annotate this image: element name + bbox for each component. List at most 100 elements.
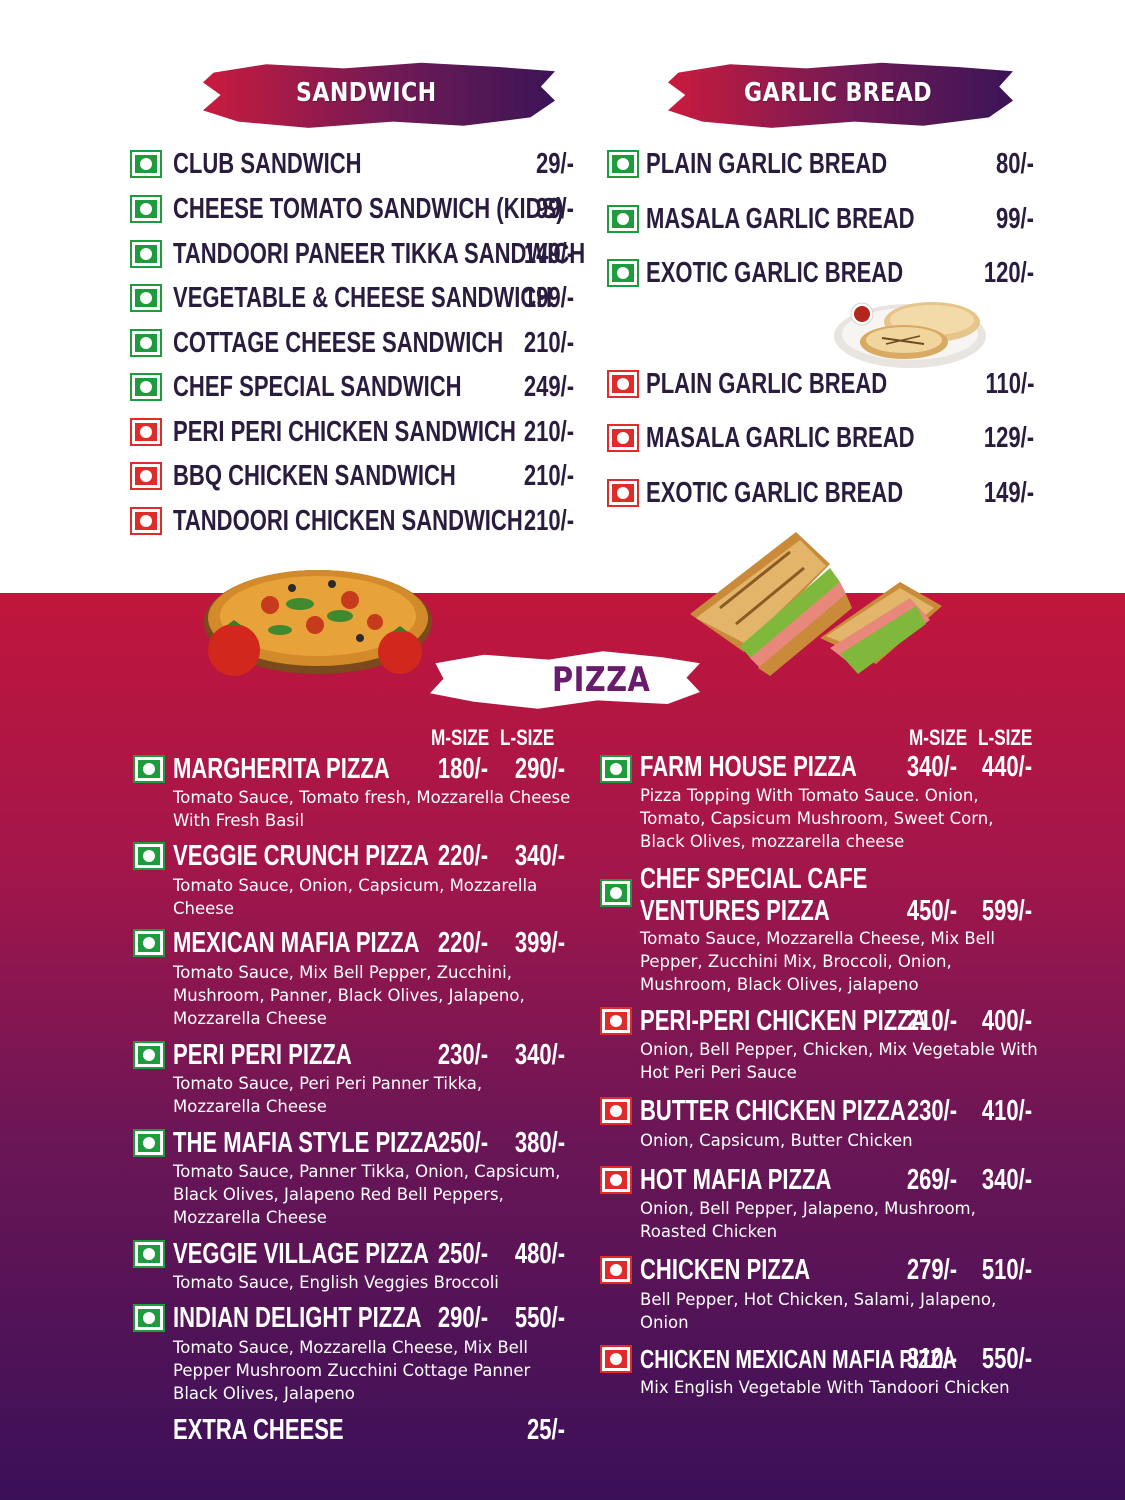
non-veg-mark-icon bbox=[600, 1166, 632, 1194]
garlic-bread-item-price: 80/- bbox=[996, 148, 1034, 180]
pizza-item-description: Onion, Bell Pepper, Jalapeno, Mushroom, … bbox=[640, 1199, 976, 1241]
pizza-l-price: 340/- bbox=[981, 1164, 1032, 1196]
pizza-l-price: 410/- bbox=[981, 1095, 1032, 1127]
pizza-l-price: 550/- bbox=[514, 1302, 565, 1334]
non-veg-mark-icon bbox=[130, 462, 162, 490]
pizza-m-price: 230/- bbox=[906, 1095, 957, 1127]
pizza-item-description: Tomato Sauce, Mozzarella Cheese, Mix Bel… bbox=[640, 929, 995, 994]
veg-mark-icon bbox=[130, 195, 162, 223]
pizza-item-description: Onion, Bell Pepper, Chicken, Mix Vegetab… bbox=[640, 1040, 1038, 1082]
pizza-item-description: Bell Pepper, Hot Chicken, Salami, Jalape… bbox=[640, 1290, 997, 1332]
pizza-m-price: 279/- bbox=[906, 1254, 957, 1286]
pizza-item-name: CHICKEN MEXICAN MAFIA PIZZA bbox=[640, 1344, 957, 1374]
garlic-bread-item-price: 120/- bbox=[983, 257, 1034, 289]
pizza-m-price: 290/- bbox=[437, 1302, 488, 1334]
l-size-header: L-SIZE bbox=[978, 725, 1033, 750]
non-veg-mark-icon bbox=[607, 370, 639, 398]
pizza-l-price: 480/- bbox=[514, 1238, 565, 1270]
non-veg-mark-icon bbox=[130, 418, 162, 446]
pizza-item-description: Tomato Sauce, Mozzarella Cheese, Mix Bel… bbox=[173, 1338, 531, 1403]
pizza-item-name: PERI PERI PIZZA bbox=[173, 1039, 352, 1071]
sandwich-item-price: 210/- bbox=[523, 505, 574, 537]
pizza-item-name: MEXICAN MAFIA PIZZA bbox=[173, 927, 420, 959]
m-size-header: M-SIZE bbox=[431, 725, 490, 750]
non-veg-mark-icon bbox=[600, 1007, 632, 1035]
pizza-l-price: 599/- bbox=[981, 895, 1032, 927]
pizza-title: PIZZA bbox=[552, 660, 651, 700]
garlic-bread-item-price: 129/- bbox=[983, 422, 1034, 454]
sandwich-item-name: COTTAGE CHEESE SANDWICH bbox=[173, 327, 504, 359]
pizza-header-brush bbox=[430, 651, 700, 709]
pizza-item-description: Mix English Vegetable With Tandoori Chic… bbox=[640, 1378, 1010, 1397]
sandwich-item-name: TANDOORI PANEER TIKKA SANDWICH bbox=[173, 238, 586, 270]
non-veg-mark-icon bbox=[607, 424, 639, 452]
veg-mark-icon bbox=[607, 150, 639, 178]
pizza-item-name: INDIAN DELIGHT PIZZA bbox=[173, 1302, 422, 1334]
pizza-l-price: 440/- bbox=[981, 751, 1032, 783]
sandwich-item-name: CHEF SPECIAL SANDWICH bbox=[173, 371, 462, 403]
pizza-m-price: 269/- bbox=[906, 1164, 957, 1196]
pizza-item-name: PERI-PERI CHICKEN PIZZA bbox=[640, 1005, 927, 1037]
veg-mark-icon bbox=[133, 1304, 165, 1332]
pizza-item-description: Tomato Sauce, Onion, Capsicum, Mozzarell… bbox=[173, 876, 538, 918]
garlic-bread-item-name: MASALA GARLIC BREAD bbox=[646, 203, 915, 235]
garlic-bread-item-name: MASALA GARLIC BREAD bbox=[646, 422, 915, 454]
veg-mark-icon bbox=[600, 755, 632, 783]
pizza-l-price: 399/- bbox=[514, 927, 565, 959]
sandwich-header-brush bbox=[203, 62, 555, 128]
pizza-l-price: 290/- bbox=[514, 753, 565, 785]
pizza-item-description: Tomato Sauce, Mix Bell Pepper, Zucchini,… bbox=[173, 963, 525, 1028]
sandwich-item-price: 210/- bbox=[523, 416, 574, 448]
sandwich-title: SANDWICH bbox=[296, 78, 437, 108]
sandwich-item-name: BBQ CHICKEN SANDWICH bbox=[173, 460, 456, 492]
garlic-bread-item-name: PLAIN GARLIC BREAD bbox=[646, 368, 888, 400]
non-veg-mark-icon bbox=[600, 1097, 632, 1125]
veg-mark-icon bbox=[133, 755, 165, 783]
veg-mark-icon bbox=[133, 1240, 165, 1268]
sandwich-item-price: 210/- bbox=[523, 460, 574, 492]
pizza-m-price: 340/- bbox=[906, 751, 957, 783]
pizza-l-price: 380/- bbox=[514, 1127, 565, 1159]
pizza-item-description: Tomato Sauce, Panner Tikka, Onion, Capsi… bbox=[173, 1162, 561, 1227]
veg-mark-icon bbox=[130, 373, 162, 401]
veg-mark-icon bbox=[607, 205, 639, 233]
pizza-l-price: 510/- bbox=[981, 1254, 1032, 1286]
pizza-item-name: CHICKEN PIZZA bbox=[640, 1254, 811, 1286]
sandwich-item-name: VEGETABLE & CHEESE SANDWICH bbox=[173, 282, 553, 314]
pizza-m-price: 220/- bbox=[437, 927, 488, 959]
pizza-item-name: FARM HOUSE PIZZA bbox=[640, 751, 857, 783]
veg-mark-icon bbox=[130, 329, 162, 357]
pizza-l-price: 550/- bbox=[981, 1343, 1032, 1375]
pizza-m-price: 230/- bbox=[437, 1039, 488, 1071]
sandwich-item-name: PERI PERI CHICKEN SANDWICH bbox=[173, 416, 516, 448]
pizza-item-description: Tomato Sauce, Tomato fresh, Mozzarella C… bbox=[173, 788, 571, 830]
m-size-header: M-SIZE bbox=[909, 725, 968, 750]
sandwich-item-price: 210/- bbox=[523, 327, 574, 359]
sandwich-item-name: CLUB SANDWICH bbox=[173, 148, 362, 180]
non-veg-mark-icon bbox=[600, 1345, 632, 1373]
extra-cheese-price: 25/- bbox=[527, 1414, 565, 1446]
sandwich-item-price: 249/- bbox=[523, 371, 574, 403]
non-veg-mark-icon bbox=[600, 1256, 632, 1284]
veg-mark-icon bbox=[130, 284, 162, 312]
garlic-bread-item-price: 110/- bbox=[984, 368, 1034, 400]
sandwich-item-price: 99/- bbox=[536, 193, 574, 225]
garlic-bread-header-brush bbox=[668, 62, 1013, 128]
veg-mark-icon bbox=[130, 150, 162, 178]
garlic-bread-item-price: 99/- bbox=[996, 203, 1034, 235]
sandwich-item-price: 199/- bbox=[523, 282, 574, 314]
non-veg-mark-icon bbox=[607, 479, 639, 507]
veg-mark-icon bbox=[133, 842, 165, 870]
sandwich-item-name: TANDOORI CHICKEN SANDWICH bbox=[173, 505, 523, 537]
sandwich-item-price: 149/- bbox=[523, 238, 574, 270]
pizza-photo bbox=[204, 570, 432, 676]
non-veg-mark-icon bbox=[130, 507, 162, 535]
pizza-item-description: Tomato Sauce, Peri Peri Panner Tikka, Mo… bbox=[173, 1074, 483, 1116]
garlic-bread-item-price: 149/- bbox=[983, 477, 1034, 509]
l-size-header: L-SIZE bbox=[500, 725, 555, 750]
pizza-m-price: 210/- bbox=[906, 1005, 957, 1037]
pizza-item-name-line1: CHEF SPECIAL CAFE bbox=[640, 863, 868, 895]
pizza-m-price: 450/- bbox=[906, 895, 957, 927]
sandwich-photo bbox=[690, 532, 942, 676]
garlic-bread-item-name: EXOTIC GARLIC BREAD bbox=[646, 257, 904, 289]
